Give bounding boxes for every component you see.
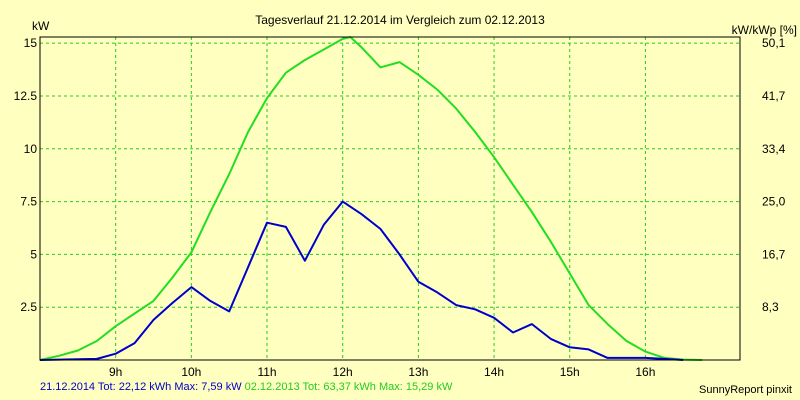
left-tick-label: 5 <box>30 247 37 261</box>
chart-title: Tagesverlauf 21.12.2014 im Vergleich zum… <box>255 13 545 27</box>
left-tick-label: 10 <box>24 142 38 156</box>
x-tick-label: 9h <box>109 365 122 379</box>
x-tick-label: 11h <box>257 365 276 379</box>
axis-ticks: 2.5 8,3 5 16,7 7.5 25,0 10 33,4 12.5 41,7 15 50,1 9h… <box>14 36 786 379</box>
grid <box>40 37 740 360</box>
right-tick-label: 50,1 <box>762 36 786 50</box>
left-tick-label: 15 <box>24 36 38 50</box>
right-tick-label: 33,4 <box>762 142 786 156</box>
right-tick-label: 41,7 <box>762 89 786 103</box>
right-tick-label: 16,7 <box>762 247 786 261</box>
left-tick-label: 7.5 <box>20 195 37 209</box>
x-tick-label: 13h <box>408 365 428 379</box>
left-axis-label: kW <box>32 19 50 33</box>
right-tick-label: 8,3 <box>762 300 779 314</box>
credit-text: SunnyReport pinxit <box>699 384 792 396</box>
legend-series-1: 21.12.2014 Tot: 22,12 kWh Max: 7,59 kW <box>40 381 242 393</box>
x-tick-label: 16h <box>635 365 655 379</box>
series-lines <box>39 36 703 361</box>
series-line-1 <box>39 200 684 361</box>
legend-series-2: 02.12.2013 Tot: 63,37 kWh Max: 15,29 kW <box>244 381 453 393</box>
footer-legend: 21.12.2014 Tot: 22,12 kWh Max: 7,59 kW 0… <box>40 381 452 393</box>
x-tick-label: 10h <box>181 365 201 379</box>
left-tick-label: 12.5 <box>14 89 38 103</box>
right-tick-label: 25,0 <box>762 195 786 209</box>
plot-frame <box>39 36 741 361</box>
x-tick-label: 14h <box>484 365 504 379</box>
x-tick-label: 15h <box>560 365 580 379</box>
left-tick-label: 2.5 <box>20 300 37 314</box>
right-axis-label: kW/kWp [%] <box>732 23 797 37</box>
series-line-2 <box>39 36 703 361</box>
x-tick-label: 12h <box>333 365 353 379</box>
